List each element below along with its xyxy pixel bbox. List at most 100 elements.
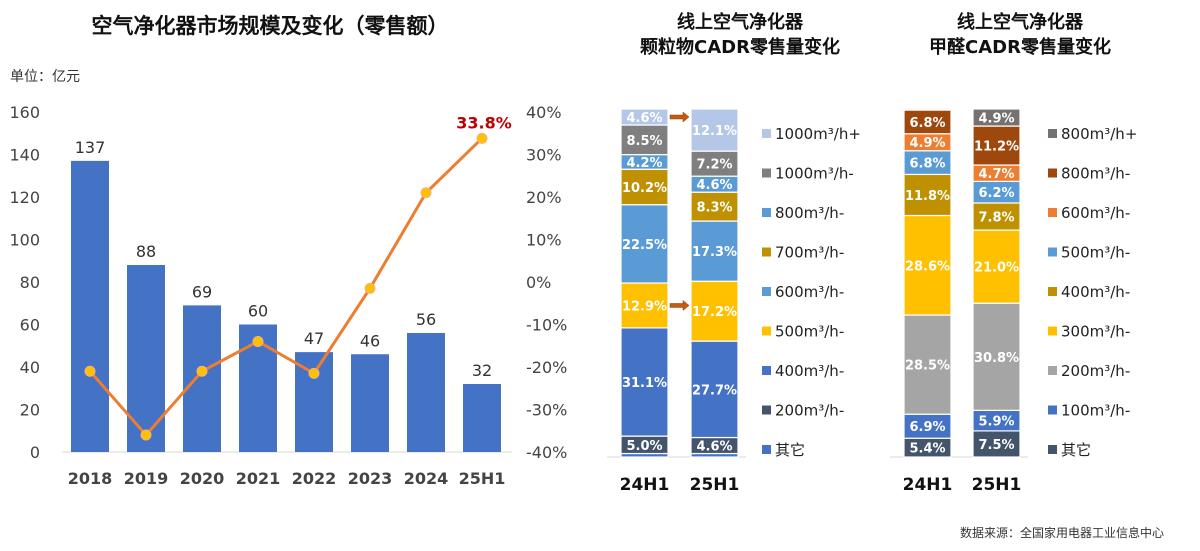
segment-data-label: 6.9%	[909, 420, 945, 435]
segment-data-label: 31.1%	[622, 376, 667, 391]
stacked-segment	[690, 280, 739, 342]
x-tick-label: 2024	[404, 469, 449, 488]
legend-swatch	[762, 168, 771, 178]
y-right-tick-label: 40%	[526, 103, 562, 122]
segment-data-label: 7.2%	[696, 158, 732, 173]
line-point	[252, 336, 264, 347]
bar	[407, 333, 445, 452]
legend-label: 800m³/h-	[1061, 165, 1130, 183]
segment-data-label: 4.6%	[696, 440, 732, 455]
chart3-title-line2: 甲醛CADR零售量变化	[929, 37, 1111, 58]
line-point	[420, 187, 432, 199]
stacked-segment	[690, 220, 739, 282]
x-tick-label: 2019	[124, 469, 169, 488]
stacked-segment	[620, 168, 669, 206]
legend-swatch	[762, 405, 771, 415]
stacked-segment	[690, 108, 739, 152]
bar-data-label: 88	[136, 242, 156, 261]
legend-label: 400m³/h-	[775, 362, 844, 380]
stacked-segment	[972, 430, 1021, 458]
segment-data-label: 4.9%	[909, 136, 945, 151]
y-left-tick-label: 0	[30, 443, 40, 462]
legend-swatch	[1048, 168, 1057, 178]
x-tick-label: 25H1	[459, 469, 506, 488]
chart2-title: 线上空气净化器 颗粒物CADR零售量变化	[600, 10, 880, 60]
legend-swatch	[1048, 445, 1057, 454]
y-left-tick-label: 140	[9, 146, 40, 165]
x-tick-label: 25H1	[690, 475, 740, 495]
y-right-tick-label: -20%	[526, 358, 567, 377]
stacked-segment	[620, 108, 669, 126]
segment-data-label: 4.2%	[626, 156, 662, 171]
legend-label: 600m³/h-	[1061, 204, 1130, 222]
source-note: 数据来源：全国家用电器工业信息中心	[959, 526, 1164, 540]
legend-label: 其它	[775, 441, 805, 459]
growth-line	[88, 137, 484, 438]
legend-swatch	[1048, 129, 1057, 138]
y-left-tick-label: 80	[20, 273, 40, 292]
bar	[351, 354, 389, 452]
segment-data-label: 6.8%	[909, 116, 945, 131]
legend-label: 800m³/h-	[775, 204, 844, 222]
legend-swatch	[1048, 208, 1057, 217]
segment-data-label: 17.3%	[692, 245, 737, 260]
y-left-tick-label: 160	[9, 103, 40, 122]
y-right-tick-label: -10%	[526, 316, 567, 335]
chart2-title-line2: 颗粒物CADR零售量变化	[640, 37, 840, 58]
stacked-segment	[903, 413, 952, 439]
legend-swatch	[762, 208, 771, 217]
legend-label: 100m³/h-	[1061, 402, 1130, 420]
legend-label: 200m³/h-	[1061, 362, 1130, 380]
change-arrow-icon	[669, 111, 690, 123]
chart3-title-line1: 线上空气净化器	[957, 12, 1083, 33]
highlight-data-label: 33.8%	[456, 113, 512, 132]
y-right-tick-label: 10%	[526, 231, 562, 250]
segment-data-label: 30.8%	[974, 351, 1019, 366]
change-arrow-icon	[669, 299, 690, 311]
legend-label: 500m³/h-	[1061, 244, 1130, 262]
segment-data-label: 4.6%	[696, 178, 732, 193]
x-tick-label: 25H1	[972, 475, 1022, 495]
stacked-segment	[903, 314, 952, 415]
y-right-tick-label: 30%	[526, 146, 562, 165]
x-tick-label: 2021	[236, 469, 281, 488]
y-right-tick-label: 20%	[526, 188, 562, 207]
line-point	[84, 365, 96, 377]
segment-data-label: 4.9%	[978, 112, 1014, 127]
stacked-segment	[620, 124, 669, 156]
x-tick-label: 24H1	[903, 475, 953, 495]
x-tick-label: 2023	[348, 469, 393, 488]
segment-data-label: 28.6%	[905, 259, 950, 274]
legend-swatch	[1048, 405, 1057, 415]
line-point	[476, 132, 488, 144]
legend-label: 800m³/h+	[1061, 125, 1137, 143]
segment-data-label: 10.2%	[622, 181, 667, 196]
bar-data-label: 56	[416, 310, 436, 329]
legend-label: 400m³/h-	[1061, 283, 1130, 301]
x-tick-label: 2018	[68, 469, 113, 488]
segment-data-label: 4.6%	[626, 111, 662, 126]
segment-data-label: 5.9%	[978, 415, 1014, 430]
bar-data-label: 32	[472, 361, 492, 380]
segment-data-label: 12.9%	[622, 299, 667, 314]
legend-label: 600m³/h-	[775, 283, 844, 301]
y-right-tick-label: 0%	[526, 273, 551, 292]
y-right-tick-label: -40%	[526, 443, 567, 462]
legend-label: 1000m³/h+	[775, 125, 861, 143]
line-point	[196, 365, 208, 377]
legend-swatch	[762, 247, 771, 257]
bar-data-label: 69	[192, 282, 212, 301]
segment-data-label: 6.8%	[909, 157, 945, 172]
bar-data-label: 60	[248, 302, 268, 321]
segment-data-label: 17.2%	[692, 305, 737, 320]
legend-swatch	[1048, 287, 1057, 296]
bar	[127, 265, 165, 452]
segment-data-label: 6.2%	[978, 186, 1014, 201]
segment-data-label: 21.0%	[974, 261, 1019, 276]
stacked-segment	[972, 108, 1021, 127]
x-tick-label: 2020	[180, 469, 225, 488]
legend-label: 1000m³/h-	[775, 165, 854, 183]
line-point	[364, 282, 376, 294]
bar	[71, 160, 109, 452]
stacked-segment	[903, 108, 952, 111]
